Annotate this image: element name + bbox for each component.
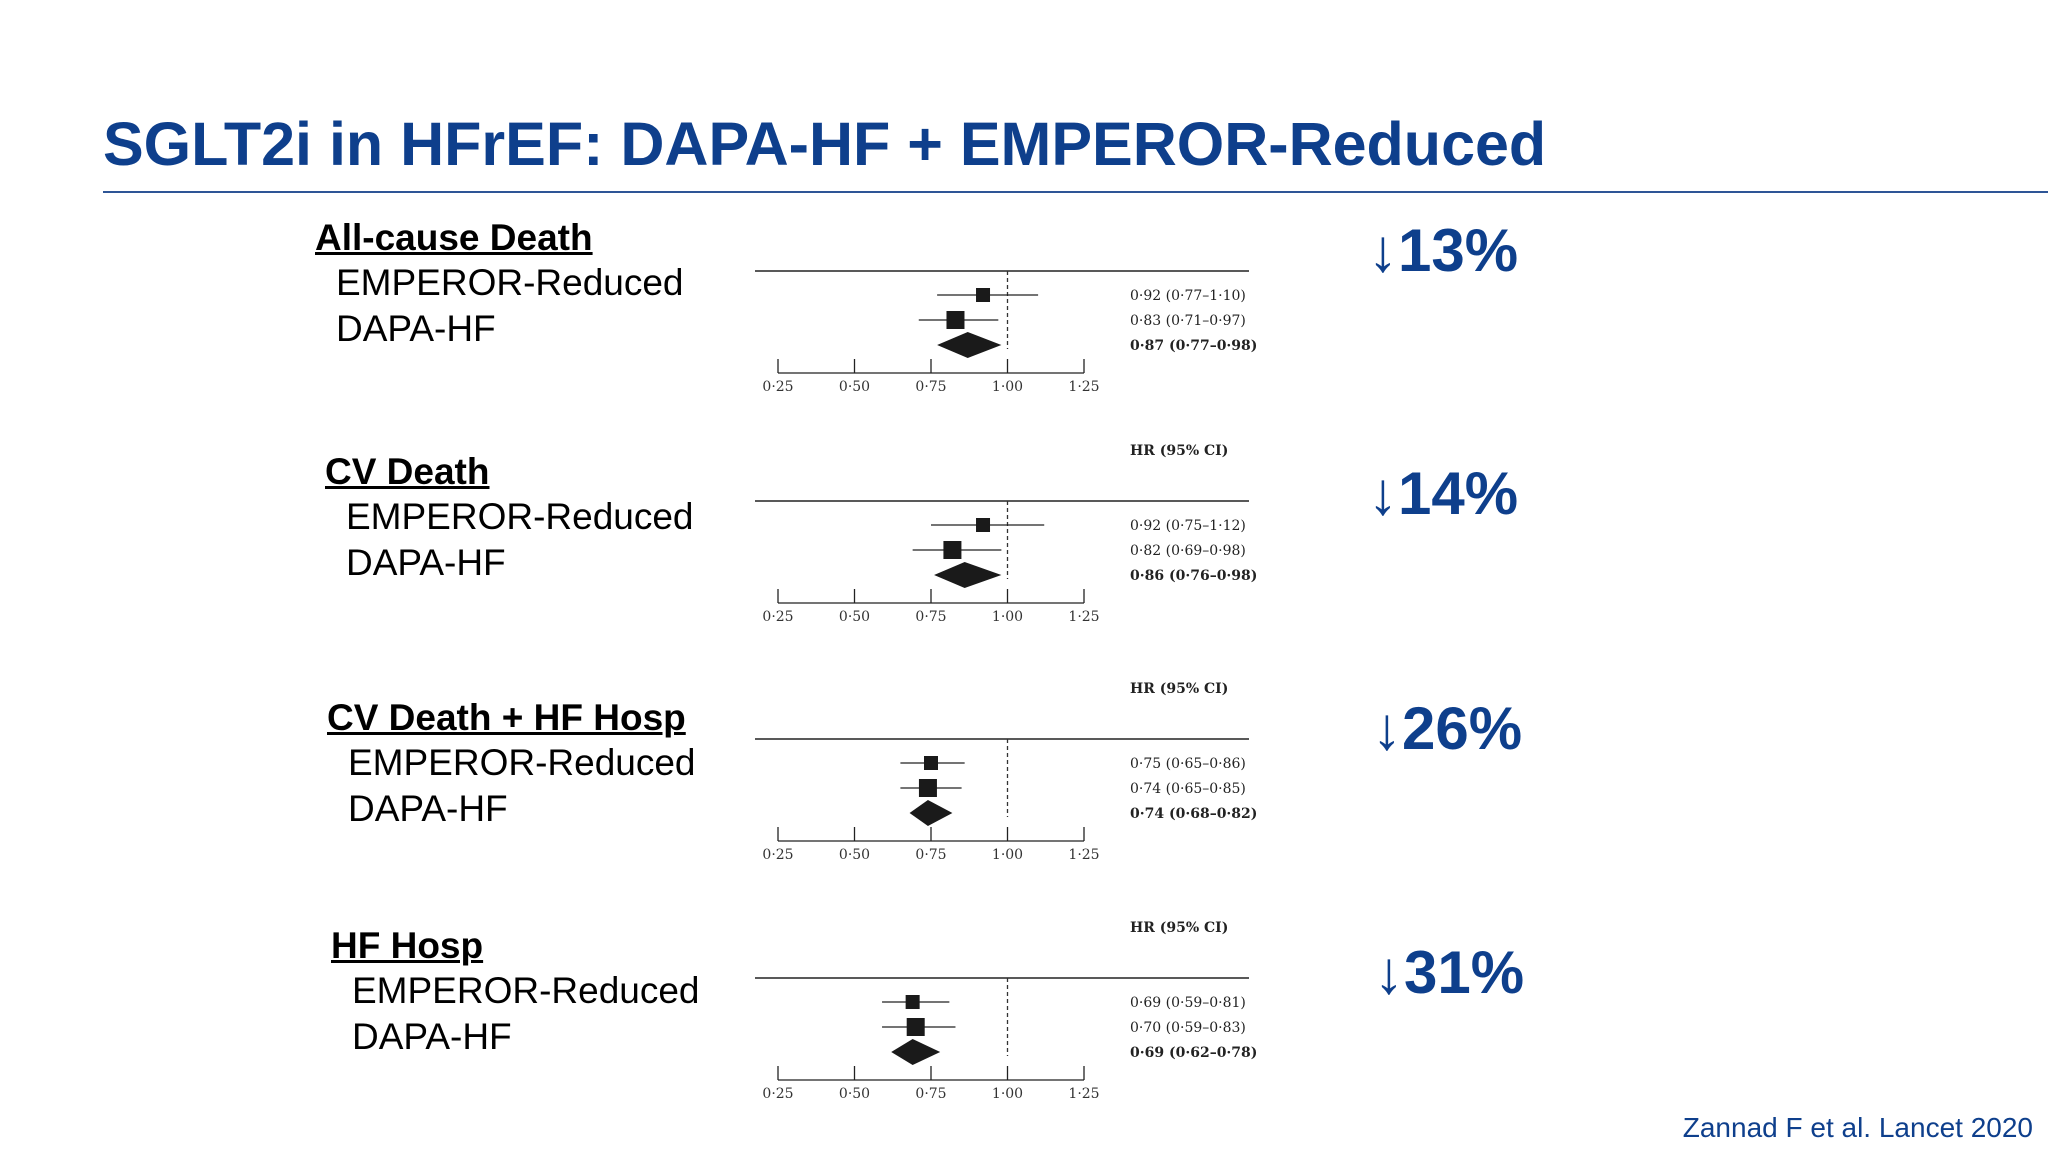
x-tick-label: 1·00 [992,1086,1023,1102]
panel-labels: All-cause Death EMPEROR-Reduced DAPA-HF [315,216,684,352]
citation: Zannad F et al. Lancet 2020 [1682,1112,2033,1143]
study-label: DAPA-HF [346,542,506,583]
study-marker [976,518,991,532]
hr-ci-label: 0·83 (0·71–0·97) [1130,313,1246,329]
x-tick-label: 0·25 [762,379,793,395]
study-label: EMPEROR-Reduced [346,496,694,537]
hr-ci-label: 0·74 (0·68–0·82) [1130,806,1257,822]
hr-ci-label: 0·92 (0·77–1·10) [1130,288,1246,304]
x-tick-label: 1·25 [1068,379,1099,395]
forest-plot: HR (95% CI) 0·92 (0·75–1·12) 0·82 (0·69–0·… [755,443,1257,625]
x-tick-label: 1·25 [1068,1086,1099,1102]
slide-title: SGLT2i in HFrEF: DAPA-HF + EMPEROR-Reduc… [103,110,1547,178]
down-arrow-icon: ↓ [1368,217,1398,284]
ci-header: HR (95% CI) [1130,920,1228,936]
hr-ci-label: 0·69 (0·62–0·78) [1130,1045,1257,1061]
hr-ci-label: 0·82 (0·69–0·98) [1130,543,1246,559]
hr-ci-label: 0·75 (0·65–0·86) [1130,756,1246,772]
study-marker [976,288,991,302]
forest-plot: HR (95% CI) 0·75 (0·65–0·86) 0·74 (0·65–0·… [755,681,1257,863]
pooled-diamond [891,1039,941,1065]
risk-reduction: ↓13% [1368,216,1518,286]
x-tick-label: 0·25 [762,609,793,625]
x-tick-label: 1·00 [992,609,1023,625]
study-marker [918,779,937,797]
panel-labels: CV Death + HF Hosp EMPEROR-Reduced DAPA-… [327,696,696,832]
x-tick-label: 0·75 [915,379,946,395]
pooled-diamond [934,562,1002,588]
title-divider [103,191,2048,193]
forest-plot: 0·92 (0·77–1·10) 0·83 (0·71–0·97) 0·87 (0·… [755,270,1257,395]
hr-ci-label: 0·69 (0·59–0·81) [1130,995,1246,1011]
x-tick-label: 0·75 [915,1086,946,1102]
hr-ci-label: 0·86 (0·76–0·98) [1130,568,1257,584]
hr-ci-label: 0·92 (0·75–1·12) [1130,518,1246,534]
x-tick-label: 1·25 [1068,847,1099,863]
forest-plot: HR (95% CI) 0·69 (0·59–0·81) 0·70 (0·59–0·… [755,920,1257,1102]
study-marker [946,311,965,329]
hr-ci-label: 0·74 (0·65–0·85) [1130,781,1246,797]
study-marker [943,541,962,559]
down-arrow-icon: ↓ [1374,939,1404,1006]
x-tick-label: 0·50 [839,379,870,395]
x-tick-label: 0·50 [839,1086,870,1102]
ci-header: HR (95% CI) [1130,443,1228,459]
study-label: DAPA-HF [336,308,496,349]
x-tick-label: 0·75 [915,847,946,863]
panel-heading: All-cause Death [315,217,593,258]
x-tick-label: 0·75 [915,609,946,625]
study-marker [906,1018,925,1036]
ci-header: HR (95% CI) [1130,681,1228,697]
x-tick-label: 1·25 [1068,609,1099,625]
risk-reduction: ↓14% [1368,459,1518,529]
panel-labels: CV Death EMPEROR-Reduced DAPA-HF [325,450,694,586]
reduction-value: 13% [1398,217,1519,284]
reduction-value: 26% [1402,695,1523,762]
x-tick-label: 0·50 [839,609,870,625]
pooled-diamond [937,332,1002,358]
hr-ci-label: 0·70 (0·59–0·83) [1130,1020,1246,1036]
study-label: DAPA-HF [348,788,508,829]
x-tick-label: 0·50 [839,847,870,863]
hr-ci-label: 0·87 (0·77–0·98) [1130,338,1257,354]
study-marker [905,995,920,1009]
study-label: EMPEROR-Reduced [348,742,696,783]
pooled-diamond [909,800,953,826]
study-label: EMPEROR-Reduced [352,970,700,1011]
study-label: EMPEROR-Reduced [336,262,684,303]
risk-reduction: ↓31% [1374,938,1524,1008]
risk-reduction: ↓26% [1372,694,1522,764]
reduction-value: 31% [1404,939,1525,1006]
panel-labels: HF Hosp EMPEROR-Reduced DAPA-HF [331,924,700,1060]
panel-heading: CV Death [325,451,490,492]
panel-heading: HF Hosp [331,925,484,966]
down-arrow-icon: ↓ [1372,695,1402,762]
study-label: DAPA-HF [352,1016,512,1057]
x-tick-label: 1·00 [992,379,1023,395]
study-marker [924,756,938,770]
x-tick-label: 0·25 [762,847,793,863]
reduction-value: 14% [1398,460,1519,527]
x-tick-label: 0·25 [762,1086,793,1102]
down-arrow-icon: ↓ [1368,460,1398,527]
panel-heading: CV Death + HF Hosp [327,697,686,738]
x-tick-label: 1·00 [992,847,1023,863]
